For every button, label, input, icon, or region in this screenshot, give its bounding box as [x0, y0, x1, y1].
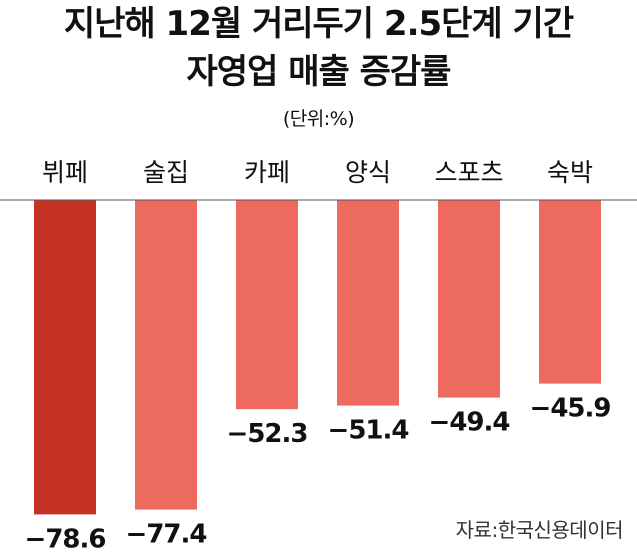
unit-label: (단위:%) — [282, 108, 355, 130]
value-label: −77.4 — [126, 520, 207, 550]
category-label: 카페 — [244, 158, 290, 187]
category-label: 숙박 — [547, 158, 593, 187]
bar — [135, 200, 197, 510]
category-label: 술집 — [143, 158, 189, 187]
value-label: −52.3 — [227, 419, 308, 449]
bar — [337, 200, 399, 406]
value-label: −51.4 — [328, 416, 409, 446]
value-label: −78.6 — [25, 524, 106, 554]
category-label: 양식 — [345, 158, 391, 187]
value-label: −49.4 — [429, 408, 510, 438]
bar — [236, 200, 298, 410]
category-label: 스포츠 — [434, 158, 503, 187]
value-label: −45.9 — [530, 394, 611, 424]
bar — [34, 200, 96, 515]
bar — [438, 200, 500, 398]
category-label: 뷔페 — [42, 158, 88, 187]
chart-title-line-1: 지난해 12월 거리두기 2.5단계 기간 — [63, 4, 574, 44]
source-note: 자료:한국신용데이터 — [455, 518, 624, 542]
chart-title-line-2: 자영업 매출 증감률 — [186, 52, 452, 92]
bar — [539, 200, 601, 384]
